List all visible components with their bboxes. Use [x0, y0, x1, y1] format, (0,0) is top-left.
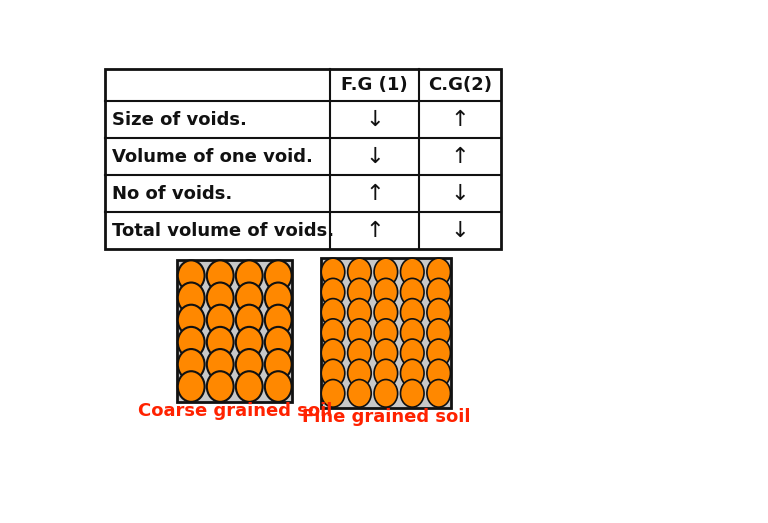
- Ellipse shape: [374, 359, 398, 387]
- Ellipse shape: [265, 305, 292, 335]
- Ellipse shape: [177, 282, 204, 313]
- Ellipse shape: [207, 305, 233, 335]
- Ellipse shape: [265, 327, 292, 358]
- Ellipse shape: [400, 258, 424, 286]
- Ellipse shape: [265, 349, 292, 380]
- Ellipse shape: [348, 278, 371, 306]
- Ellipse shape: [348, 258, 371, 286]
- Ellipse shape: [427, 278, 451, 306]
- Ellipse shape: [374, 299, 398, 326]
- Ellipse shape: [400, 299, 424, 326]
- Ellipse shape: [348, 299, 371, 326]
- Text: ↓: ↓: [366, 146, 384, 167]
- Ellipse shape: [400, 359, 424, 387]
- Ellipse shape: [177, 349, 204, 380]
- Ellipse shape: [236, 371, 263, 402]
- Ellipse shape: [265, 282, 292, 313]
- Ellipse shape: [400, 319, 424, 346]
- Ellipse shape: [374, 380, 398, 407]
- Ellipse shape: [400, 339, 424, 367]
- Bar: [321, 257, 451, 408]
- Text: ↓: ↓: [451, 221, 469, 241]
- Text: No of voids.: No of voids.: [111, 185, 232, 202]
- Ellipse shape: [207, 260, 233, 291]
- Ellipse shape: [236, 305, 263, 335]
- Text: ↓: ↓: [366, 110, 384, 130]
- Ellipse shape: [321, 299, 345, 326]
- Text: ↑: ↑: [366, 184, 384, 203]
- Ellipse shape: [236, 349, 263, 380]
- Ellipse shape: [321, 359, 345, 387]
- Ellipse shape: [427, 339, 451, 367]
- Bar: [105, 69, 501, 249]
- Text: Coarse grained soil: Coarse grained soil: [137, 402, 332, 420]
- Ellipse shape: [348, 319, 371, 346]
- Ellipse shape: [207, 371, 233, 402]
- Ellipse shape: [177, 260, 204, 291]
- Text: F.G (1): F.G (1): [341, 76, 408, 94]
- Ellipse shape: [348, 359, 371, 387]
- Text: Fine grained soil: Fine grained soil: [302, 407, 470, 426]
- Ellipse shape: [374, 339, 398, 367]
- Ellipse shape: [207, 349, 233, 380]
- Bar: [177, 260, 292, 402]
- Ellipse shape: [236, 282, 263, 313]
- Text: Size of voids.: Size of voids.: [111, 111, 247, 129]
- Ellipse shape: [207, 282, 233, 313]
- Ellipse shape: [207, 327, 233, 358]
- Ellipse shape: [374, 319, 398, 346]
- Ellipse shape: [321, 339, 345, 367]
- Ellipse shape: [321, 278, 345, 306]
- Ellipse shape: [348, 339, 371, 367]
- Ellipse shape: [265, 371, 292, 402]
- Text: ↑: ↑: [451, 110, 469, 130]
- Ellipse shape: [321, 319, 345, 346]
- Text: ↑: ↑: [451, 146, 469, 167]
- Ellipse shape: [321, 258, 345, 286]
- Ellipse shape: [374, 278, 398, 306]
- Text: ↓: ↓: [451, 184, 469, 203]
- Text: Volume of one void.: Volume of one void.: [111, 147, 313, 166]
- Ellipse shape: [236, 260, 263, 291]
- Ellipse shape: [427, 299, 451, 326]
- Ellipse shape: [374, 258, 398, 286]
- Ellipse shape: [265, 260, 292, 291]
- Ellipse shape: [427, 359, 451, 387]
- Text: Total volume of voids.: Total volume of voids.: [111, 222, 333, 240]
- Ellipse shape: [177, 305, 204, 335]
- Ellipse shape: [348, 380, 371, 407]
- Ellipse shape: [427, 258, 451, 286]
- Ellipse shape: [427, 319, 451, 346]
- Text: ↑: ↑: [366, 221, 384, 241]
- Ellipse shape: [400, 278, 424, 306]
- Ellipse shape: [321, 380, 345, 407]
- Text: C.G(2): C.G(2): [428, 76, 492, 94]
- Ellipse shape: [236, 327, 263, 358]
- Ellipse shape: [427, 380, 451, 407]
- Ellipse shape: [177, 327, 204, 358]
- Ellipse shape: [177, 371, 204, 402]
- Ellipse shape: [400, 380, 424, 407]
